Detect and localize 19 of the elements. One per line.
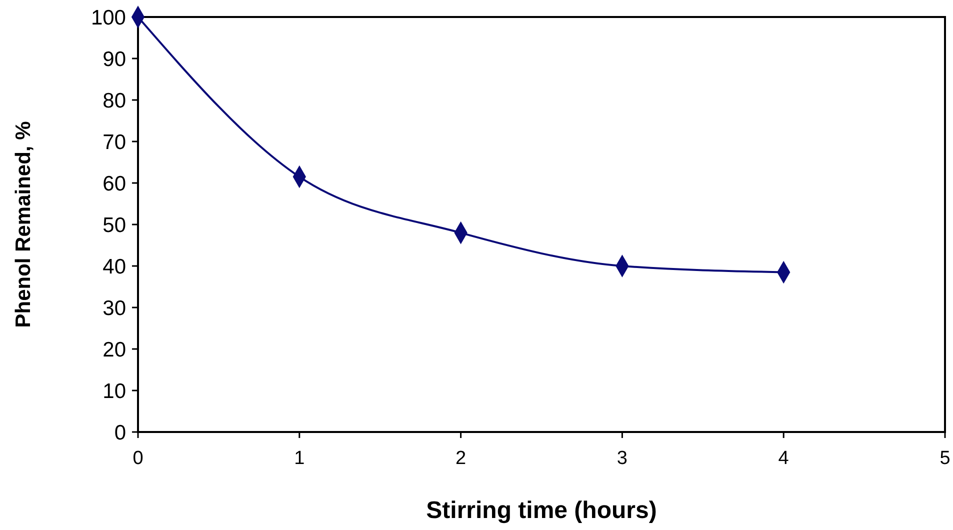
x-tick-label: 3 <box>616 448 628 469</box>
y-tick-label: 80 <box>102 89 126 112</box>
y-tick-label: 70 <box>102 130 126 154</box>
y-tick-label: 60 <box>102 172 126 196</box>
y-tick-label: 40 <box>102 255 126 278</box>
x-tick-label: 5 <box>940 448 950 469</box>
y-tick-label: 30 <box>102 296 126 320</box>
y-axis-title: Phenol Remained, % <box>12 120 35 328</box>
y-tick-label: 0 <box>114 421 126 444</box>
x-tick-label: 0 <box>132 448 144 469</box>
x-tick-label: 2 <box>456 448 466 469</box>
y-tick-label: 90 <box>102 48 126 71</box>
x-axis-title: Stirring time (hours) <box>426 497 657 524</box>
y-tick-label: 50 <box>102 214 126 237</box>
y-tick-label: 100 <box>90 6 126 30</box>
y-tick-label: 20 <box>102 338 126 362</box>
x-tick-label: 4 <box>778 448 790 469</box>
x-tick-label: 1 <box>294 448 305 469</box>
y-tick-label: 10 <box>102 380 126 403</box>
